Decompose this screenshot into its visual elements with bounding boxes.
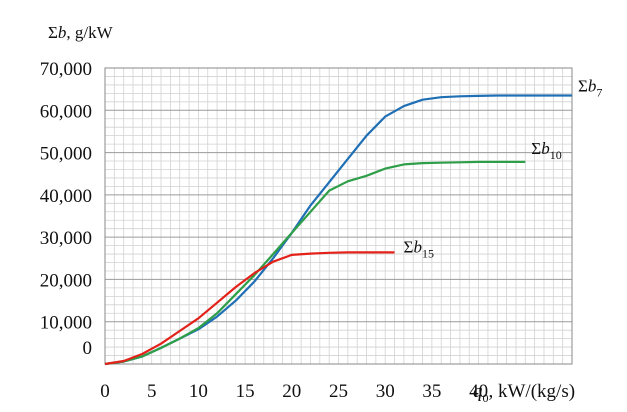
y-tick-label: 50,000	[40, 144, 92, 165]
y-tick-label: 60,000	[40, 101, 92, 122]
y-tick-label: 20,000	[40, 270, 92, 291]
labels: Σb, g/kW q0, kW/(kg/s) Σb7 Σb10 Σb15	[48, 23, 602, 405]
plot-area-border	[104, 67, 573, 365]
x-tick-label: 20	[282, 381, 301, 402]
y-tick-label: 40,000	[40, 186, 92, 207]
x-axis-title: q0, kW/(kg/s)	[473, 381, 575, 405]
y-tick-label: 30,000	[40, 228, 92, 249]
series-label-b15: Σb15	[404, 237, 434, 260]
x-tick-label: 40	[469, 381, 488, 402]
series-lines	[104, 94, 572, 366]
x-tick-label: 10	[189, 381, 208, 402]
series-label-b7: Σb7	[578, 76, 602, 99]
y-tick-label: 0	[83, 338, 93, 359]
series-label-b10: Σb10	[531, 139, 561, 162]
x-tick-label: 30	[376, 381, 395, 402]
y-tick-label: 70,000	[40, 59, 92, 80]
y-axis-title: Σb, g/kW	[48, 23, 114, 42]
x-tick-label: 0	[100, 381, 110, 402]
x-tick-label: 5	[147, 381, 157, 402]
x-tick-label: 35	[422, 381, 441, 402]
x-tick-label: 15	[236, 381, 255, 402]
series-line-b15	[104, 251, 395, 366]
axes: 0 10,000 20,000 30,000 40,000 50,000 60,000 70,…	[40, 59, 573, 402]
series-line-b10	[104, 160, 526, 366]
y-tick-label: 10,000	[40, 313, 92, 334]
x-tick-label: 25	[329, 381, 348, 402]
